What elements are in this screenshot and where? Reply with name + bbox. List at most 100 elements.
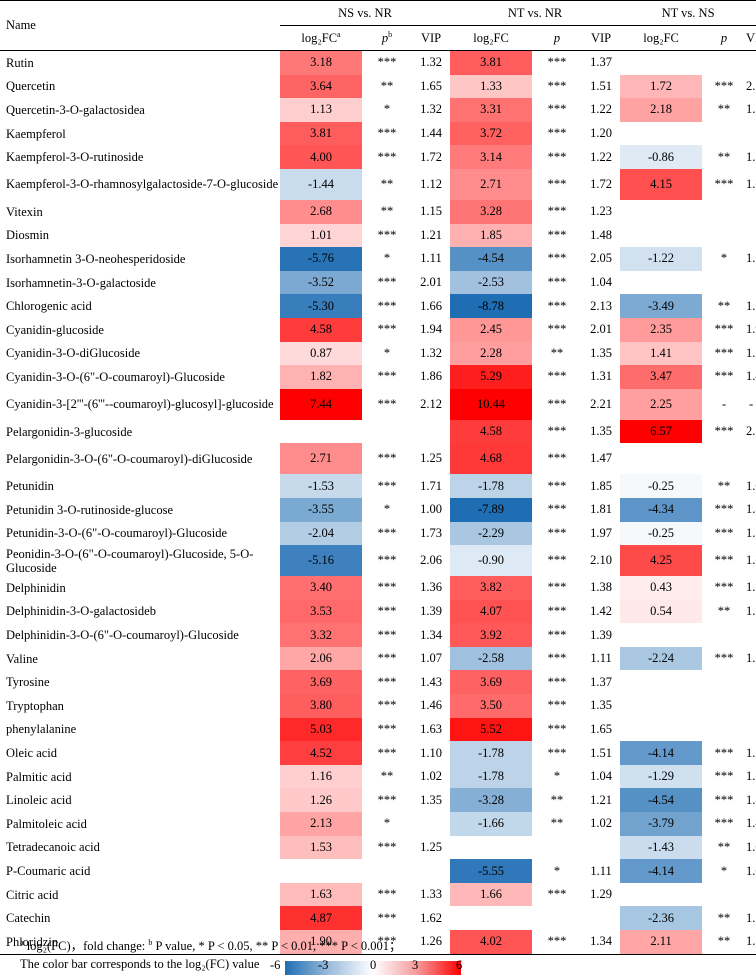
p-value-cell: *** (377, 839, 397, 854)
log2fc-cell: -8.78 (450, 294, 533, 318)
log2fc-cell: -1.29 (620, 764, 703, 789)
vip-cell (746, 200, 756, 224)
log2fc-cell: -2.04 (280, 521, 362, 546)
p-value-cell: *** (714, 792, 734, 807)
vip-cell: 1.31 (590, 369, 612, 384)
p-value-cell: *** (377, 721, 397, 736)
p-value-cell (702, 51, 746, 75)
vip-cell: 2.21 (590, 396, 612, 411)
vip-cell: 1.98 (746, 322, 756, 337)
vip-cell: 1.67 (746, 176, 756, 191)
log2fc-cell: 4.58 (280, 317, 362, 342)
vip-cell: 1.83 (746, 502, 756, 517)
vip-cell: 1.94 (420, 322, 442, 337)
vip-cell: 1.43 (420, 674, 442, 689)
p-value-cell: *** (547, 251, 567, 266)
log2fc-cell: 2.13 (280, 812, 362, 836)
metabolite-name: Palmitoleic acid (6, 816, 87, 831)
log2fc-cell: -5.55 (450, 859, 533, 883)
log2fc-cell: 4.87 (280, 906, 362, 930)
p-value-cell: *** (547, 176, 567, 191)
vip-cell (582, 836, 620, 860)
vip-cell: 1.02 (590, 816, 612, 831)
vip-cell: 1.33 (746, 149, 756, 164)
log2fc-cell: -5.76 (280, 247, 362, 271)
vip-cell: 1.11 (590, 863, 612, 878)
vip-cell: 1.73 (420, 525, 442, 540)
metabolite-name: Chlorogenic acid (6, 299, 92, 314)
vip-cell: 1.35 (420, 792, 442, 807)
p-value-cell: *** (547, 102, 567, 117)
log2fc-cell: 3.14 (450, 145, 533, 169)
p-value-cell: *** (547, 204, 567, 219)
log2fc-cell (620, 694, 702, 718)
log2fc-cell: 1.26 (280, 788, 362, 813)
vip-cell: 1.10 (420, 745, 442, 760)
p-value-cell: *** (547, 369, 567, 384)
log2fc-cell: -1.44 (280, 168, 362, 200)
vip-cell: 2.01 (420, 275, 442, 290)
table-row: Isorhamnetin-3-O-galactoside -3.52 *** 2.01… (0, 270, 756, 295)
log2fc-cell: 5.52 (450, 717, 533, 742)
p-value-cell: *** (714, 424, 734, 439)
log2fc-cell: 1.90 (280, 930, 362, 955)
table-row: Catechin 4.87 *** 1.62 -2.36 ** 1.33 (0, 906, 756, 930)
vip-cell (412, 859, 450, 883)
vip-cell: 1.34 (420, 627, 442, 642)
log2fc-cell: 3.40 (280, 576, 362, 600)
vip-cell: 1.47 (746, 816, 756, 831)
table-row: Petunidin-3-O-(6"-O-coumaroyl)-Glucoside… (0, 521, 756, 546)
metabolite-name: Cyanidin-3-O-diGlucoside (6, 346, 141, 361)
vip-cell: - (748, 396, 754, 411)
p-value-cell: *** (547, 674, 567, 689)
log2fc-cell: 3.81 (450, 50, 533, 75)
metabolite-name: P-Coumaric acid (6, 864, 91, 879)
colorbar-tick: 0 (370, 958, 377, 972)
vip-cell: 1.71 (420, 478, 442, 493)
subheader-vip: VIP (582, 25, 621, 51)
vip-cell: 1.02 (746, 863, 756, 878)
p-value-cell (702, 200, 746, 224)
table-row: Delphinidin 3.40 *** 1.36 3.82 *** 1.38 0.43 ***… (0, 576, 756, 600)
log2fc-cell (620, 51, 702, 75)
vip-cell: 1.26 (412, 930, 451, 955)
log2fc-cell: 0.43 (620, 576, 703, 600)
p-value-cell: *** (377, 698, 397, 713)
p-value-cell: *** (714, 745, 734, 760)
p-value-cell: *** (547, 126, 567, 141)
table-row: Cyanidin-3-O-diGlucoside 0.87 * 1.32 2.28 ** 1… (0, 341, 756, 366)
vip-cell: 1.33 (746, 910, 756, 925)
p-value-cell: *** (547, 721, 567, 736)
vip-cell (746, 122, 756, 146)
vip-cell: 1.25 (420, 451, 442, 466)
p-value-cell: *** (714, 369, 734, 384)
metabolite-name: Petunidin (6, 479, 54, 494)
vip-cell: 1.58 (746, 251, 756, 266)
table-row: Pelargonidin-3-glucoside 4.58 *** 1.35 6.57 *… (0, 419, 756, 444)
vip-cell: 1.00 (420, 502, 442, 517)
table-row: Citric acid 1.63 *** 1.33 1.66 *** 1.29 (0, 882, 756, 907)
log2fc-cell (620, 200, 702, 224)
log2fc-cell: 10.44 (450, 388, 533, 420)
subheader-p: p (702, 25, 747, 51)
p-value-cell: *** (377, 149, 397, 164)
log2fc-cell: -3.52 (280, 270, 362, 295)
table-row: Rutin 3.18 *** 1.32 3.81 *** 1.37 (0, 50, 756, 75)
p-value-cell: - (721, 396, 727, 411)
metabolite-name: Palmitic acid (6, 769, 72, 784)
log2fc-cell: -0.25 (620, 474, 703, 498)
metabolite-name: Tyrosine (6, 675, 50, 690)
p-value-cell (702, 271, 746, 295)
table-row: Tetradecanoic acid 1.53 *** 1.25 -1.43 ** 1.04 (0, 835, 756, 860)
log2fc-cell: -1.78 (450, 764, 533, 789)
p-value-cell (702, 443, 746, 474)
log2fc-cell: 4.02 (450, 930, 533, 955)
metabolite-name: Linoleic acid (6, 793, 72, 808)
vip-cell: 1.51 (590, 745, 612, 760)
log2fc-cell: -2.58 (450, 646, 533, 671)
log2fc-cell: -3.79 (620, 812, 703, 836)
p-value-cell: ** (717, 149, 731, 164)
p-value-cell: * (383, 251, 391, 266)
metabolite-name: Peonidin-3-O-(6"-O-coumaroyl)-Glucoside,… (6, 546, 254, 575)
